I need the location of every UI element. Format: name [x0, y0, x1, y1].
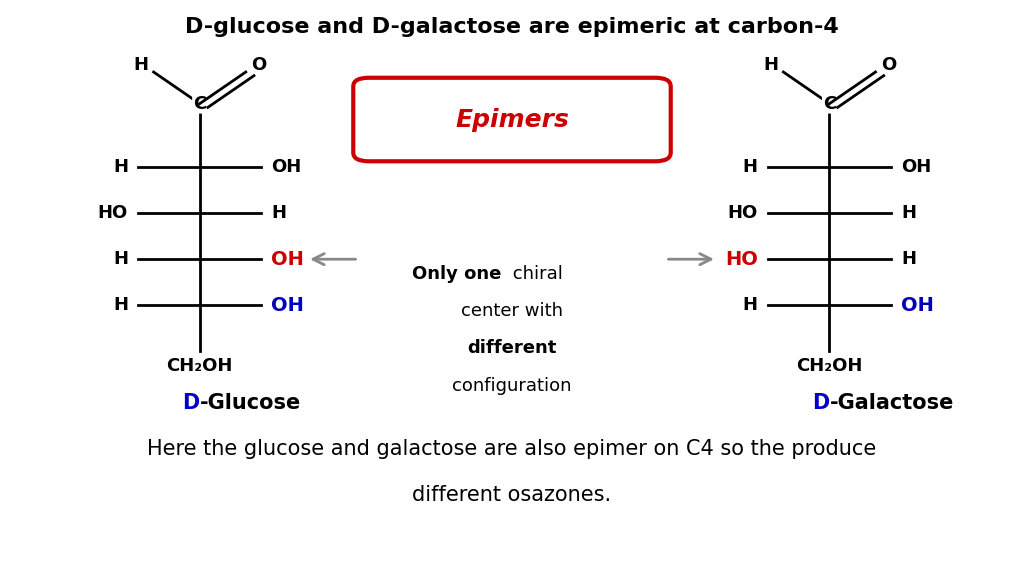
Text: H: H	[113, 158, 128, 176]
Text: H: H	[134, 56, 148, 74]
Text: OH: OH	[271, 296, 304, 314]
Text: H: H	[764, 56, 778, 74]
FancyBboxPatch shape	[353, 78, 671, 161]
Text: different osazones.: different osazones.	[413, 486, 611, 505]
Text: different: different	[467, 339, 557, 358]
Text: Here the glucose and galactose are also epimer on C4 so the produce: Here the glucose and galactose are also …	[147, 439, 877, 459]
Text: C: C	[823, 94, 836, 113]
Text: D-glucose and D-galactose are epimeric at carbon-4: D-glucose and D-galactose are epimeric a…	[185, 17, 839, 37]
Text: H: H	[113, 296, 128, 314]
Text: O: O	[882, 56, 896, 74]
Text: O: O	[252, 56, 266, 74]
Text: OH: OH	[271, 158, 302, 176]
Text: -Glucose: -Glucose	[200, 393, 301, 413]
Text: HO: HO	[727, 204, 758, 222]
Text: HO: HO	[725, 250, 758, 268]
Text: HO: HO	[97, 204, 128, 222]
Text: H: H	[271, 204, 287, 222]
Text: Epimers: Epimers	[455, 108, 569, 131]
Text: H: H	[901, 204, 916, 222]
Text: -Galactose: -Galactose	[829, 393, 953, 413]
Text: center with: center with	[461, 302, 563, 320]
Text: CH₂OH: CH₂OH	[167, 357, 232, 375]
Text: CH₂OH: CH₂OH	[797, 357, 862, 375]
Text: D: D	[182, 393, 200, 413]
Text: H: H	[113, 250, 128, 268]
Text: configuration: configuration	[453, 377, 571, 395]
Text: D: D	[812, 393, 829, 413]
Text: OH: OH	[271, 250, 304, 268]
Text: C: C	[194, 94, 206, 113]
Text: chiral: chiral	[507, 264, 563, 283]
Text: OH: OH	[901, 296, 934, 314]
Text: H: H	[742, 296, 758, 314]
Text: H: H	[901, 250, 916, 268]
Text: H: H	[742, 158, 758, 176]
Text: OH: OH	[901, 158, 932, 176]
Text: Only one: Only one	[413, 264, 502, 283]
